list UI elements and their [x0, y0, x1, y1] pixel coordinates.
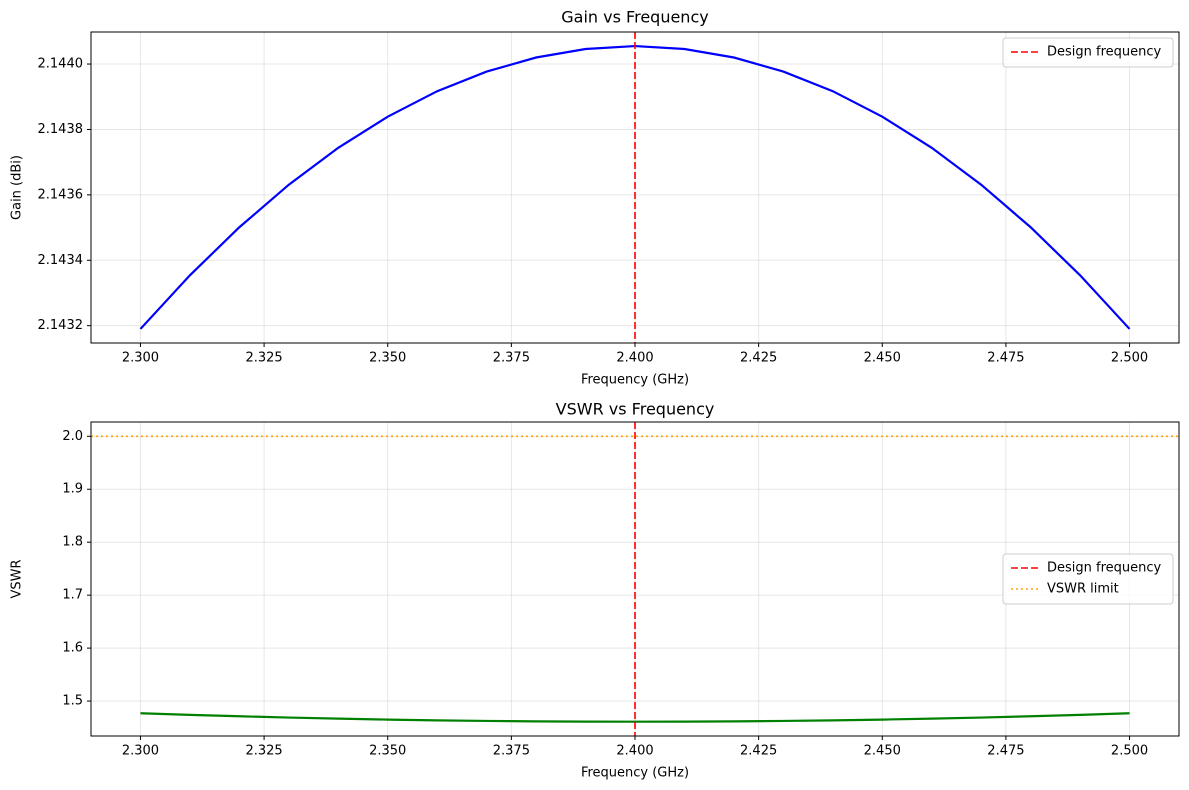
x-tick-label: 2.400 — [616, 351, 653, 366]
y-axis-label: VSWR — [10, 559, 25, 598]
x-tick-label: 2.350 — [369, 351, 406, 366]
x-axis-label: Frequency (GHz) — [581, 373, 689, 388]
x-tick-label: 2.500 — [1111, 351, 1148, 366]
y-tick-label: 1.8 — [62, 535, 83, 550]
axes-frame — [90, 31, 1180, 344]
x-tick-label: 2.325 — [245, 744, 282, 759]
y-tick-label: 1.7 — [62, 588, 83, 603]
x-tick-label: 2.400 — [616, 744, 653, 759]
chart-title: Gain vs Frequency — [561, 8, 708, 27]
x-tick-label: 2.450 — [864, 744, 901, 759]
y-tick-label: 2.0 — [62, 429, 83, 444]
y-tick-label: 2.1432 — [38, 318, 84, 333]
x-tick-label: 2.425 — [740, 351, 777, 366]
x-tick-label: 2.325 — [245, 351, 282, 366]
data-line — [140, 712, 1130, 723]
x-tick-label: 2.300 — [122, 351, 159, 366]
x-tick-label: 2.475 — [987, 351, 1024, 366]
x-tick-label: 2.425 — [740, 744, 777, 759]
y-tick-label: 2.1434 — [38, 253, 84, 268]
legend-label: Design frequency — [1047, 561, 1162, 576]
legend-label: VSWR limit — [1047, 582, 1119, 597]
y-tick-label: 1.9 — [62, 482, 83, 497]
y-tick-label: 2.1440 — [38, 57, 84, 72]
y-tick-label: 1.6 — [62, 641, 83, 656]
legend-box — [1002, 37, 1174, 68]
x-tick-label: 2.475 — [987, 744, 1024, 759]
x-tick-label: 2.450 — [864, 351, 901, 366]
y-tick-label: 2.1436 — [38, 187, 84, 202]
y-tick-label: 1.5 — [62, 694, 83, 709]
chart-title: VSWR vs Frequency — [556, 400, 715, 419]
legend-label: Design frequency — [1047, 45, 1162, 60]
y-axis-label: Gain (dBi) — [10, 155, 25, 220]
axes-frame — [90, 421, 1180, 737]
x-tick-label: 2.300 — [122, 744, 159, 759]
x-tick-label: 2.500 — [1111, 744, 1148, 759]
y-tick-label: 2.1438 — [38, 122, 84, 137]
x-axis-label: Frequency (GHz) — [581, 766, 689, 781]
x-tick-label: 2.375 — [493, 744, 530, 759]
x-tick-label: 2.375 — [493, 351, 530, 366]
legend-box — [1002, 553, 1174, 605]
x-tick-label: 2.350 — [369, 744, 406, 759]
